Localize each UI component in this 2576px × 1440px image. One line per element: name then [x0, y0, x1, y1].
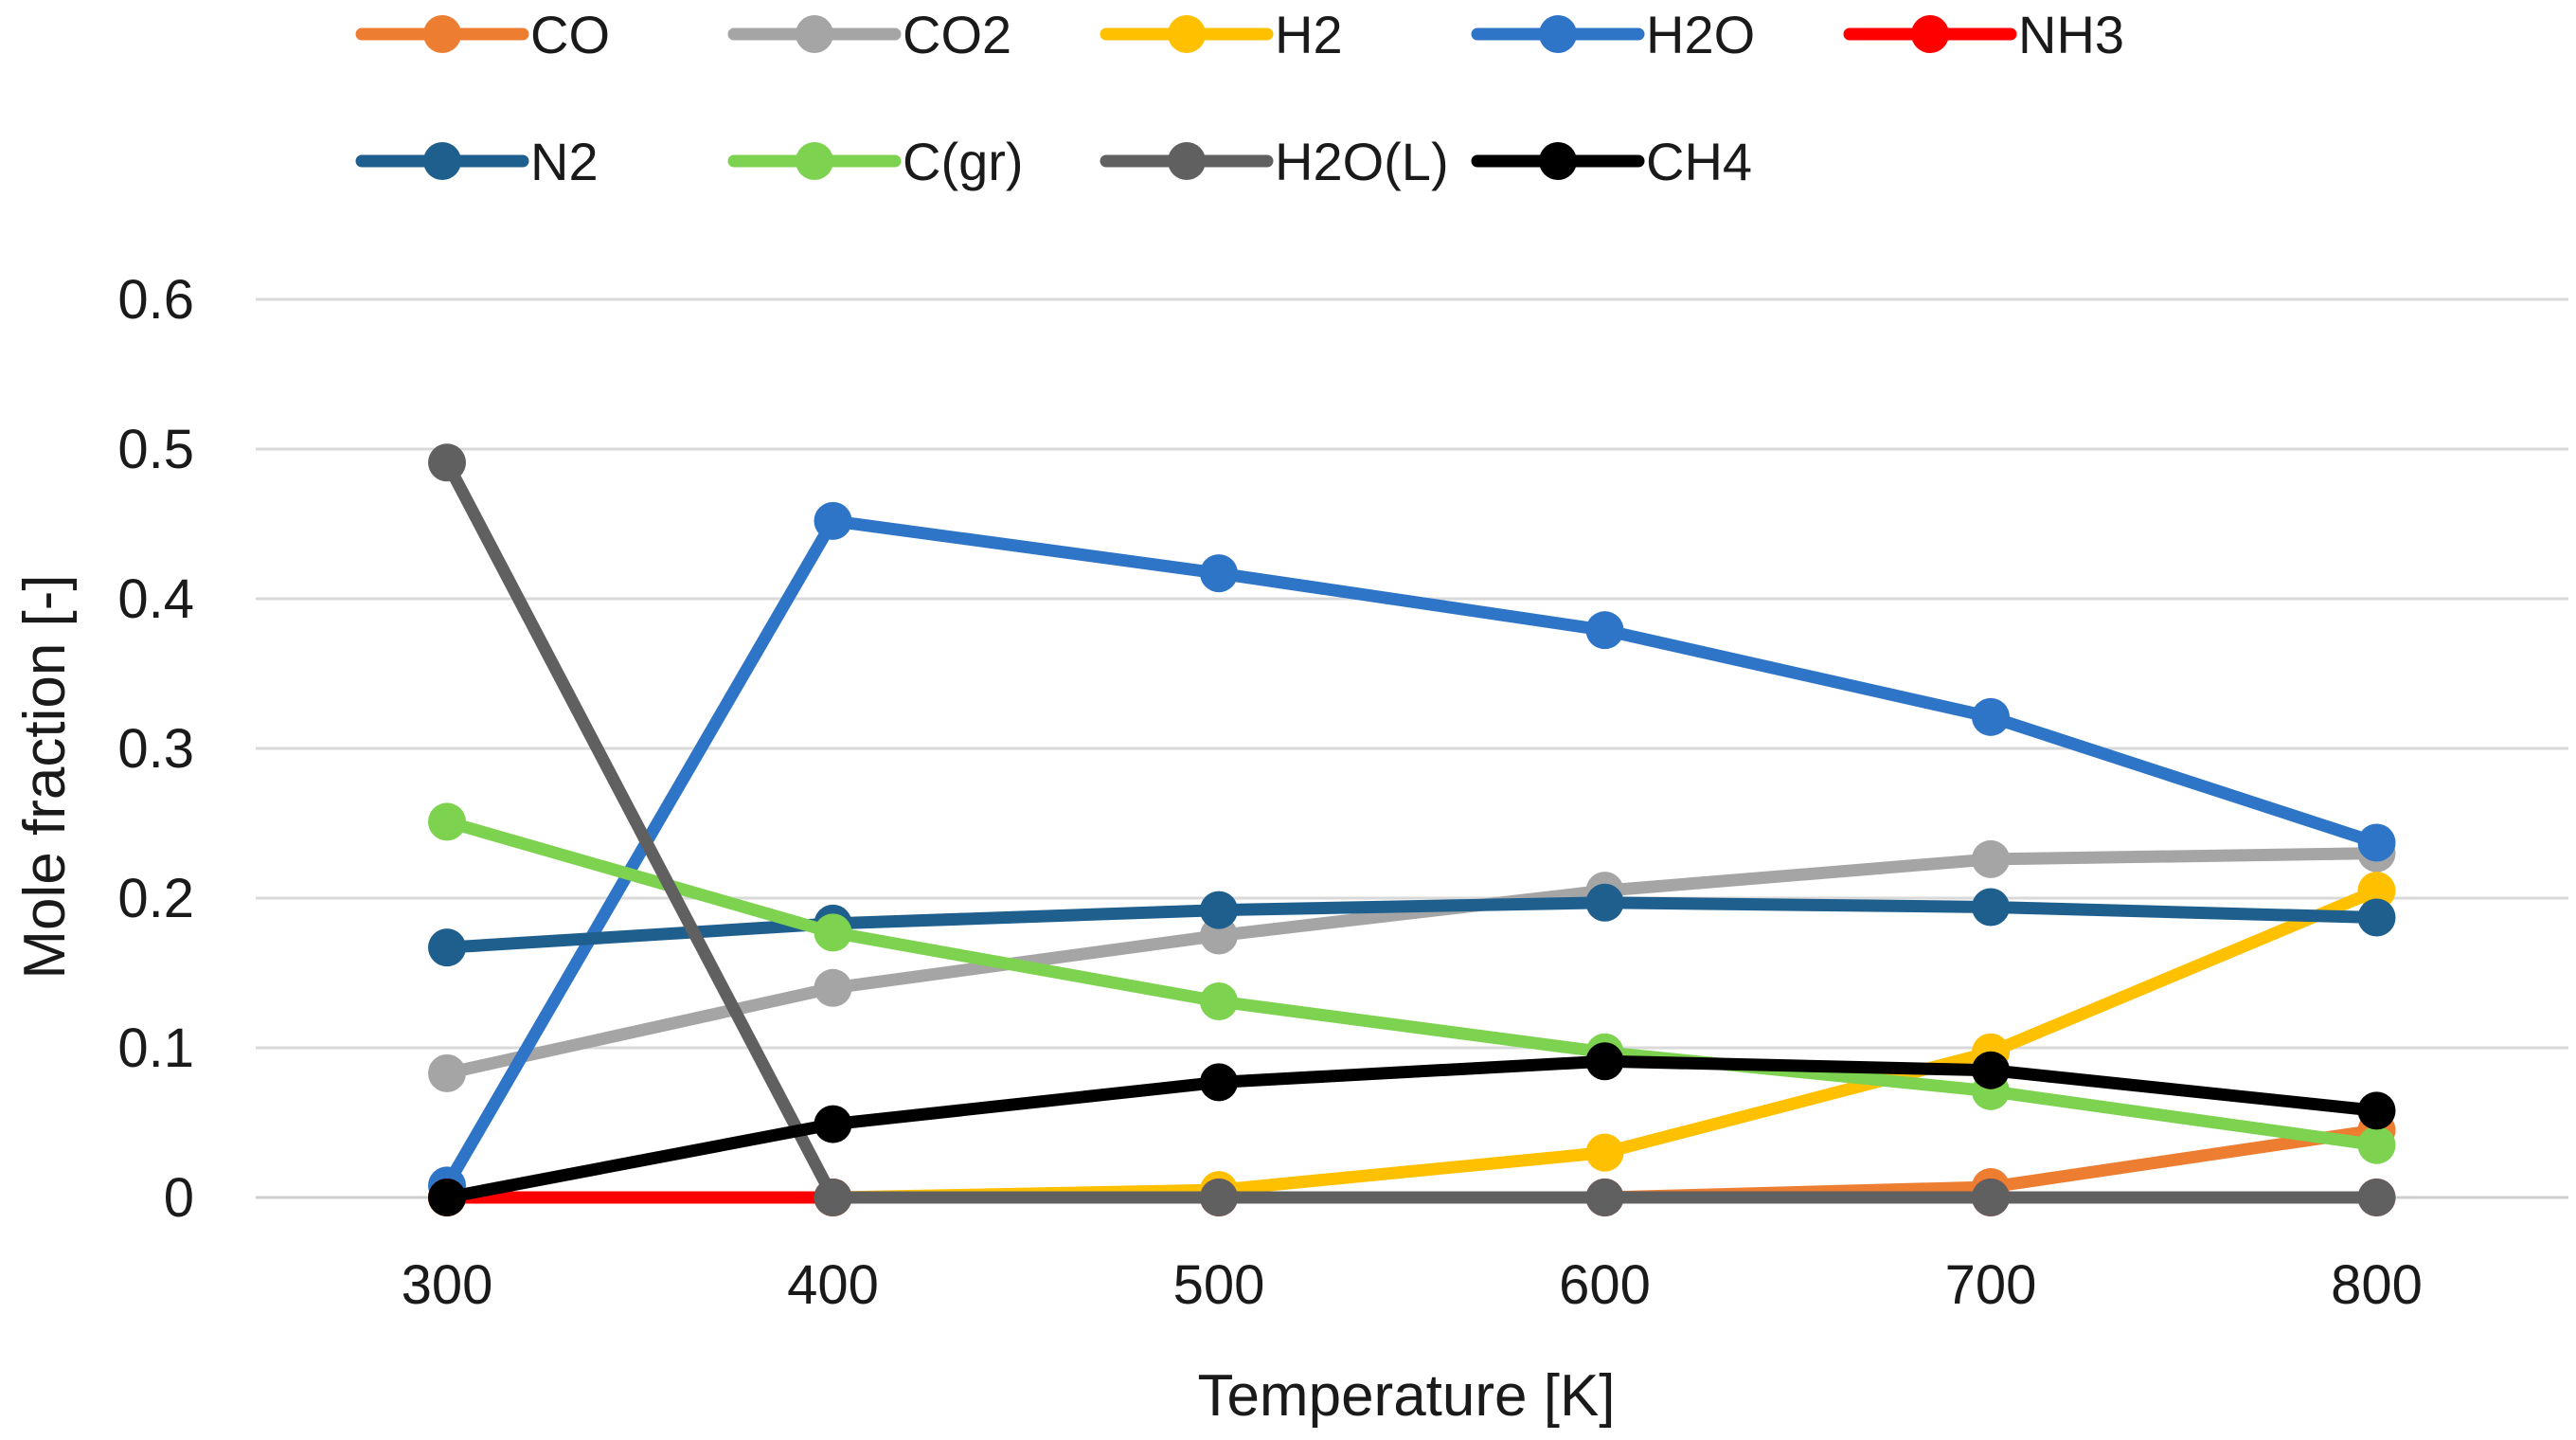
data-point — [1972, 697, 2010, 736]
data-point — [1200, 982, 1238, 1021]
data-point — [428, 802, 466, 841]
legend-swatch-marker — [1539, 142, 1577, 180]
legend-swatch-marker — [423, 142, 461, 180]
y-tick-label: 0.2 — [117, 868, 194, 929]
data-point — [814, 1179, 852, 1216]
series-line — [440, 456, 2383, 1204]
data-point — [1200, 554, 1238, 593]
y-tick-label: 0.3 — [117, 718, 194, 780]
data-point — [1585, 883, 1624, 922]
legend-item: CH4 — [1471, 132, 1752, 191]
data-point — [1972, 888, 2010, 927]
data-point — [428, 928, 466, 967]
y-tick-label: 0.5 — [117, 419, 194, 480]
data-point — [1585, 611, 1624, 650]
x-tick-label: 400 — [787, 1254, 879, 1316]
series-line — [440, 1054, 2383, 1204]
y-tick-label: 0.6 — [117, 269, 194, 331]
data-point — [2357, 1125, 2396, 1164]
legend-label: H2O — [1646, 5, 1755, 64]
legend-item: NH3 — [1843, 5, 2124, 64]
data-point — [428, 1179, 466, 1216]
data-point — [2357, 898, 2396, 937]
legend-item: H2 — [1100, 5, 1343, 64]
legend-label: C(gr) — [903, 132, 1024, 191]
data-point — [1972, 1179, 2010, 1216]
legend: CO CO2 H2 H2O NH3 N2 C(gr) H2O(L) CH4 — [355, 5, 2124, 191]
series-line — [440, 896, 2383, 954]
series-ch4 — [428, 1042, 2396, 1216]
data-point — [814, 968, 852, 1007]
legend-item: N2 — [355, 132, 599, 191]
legend-item: H2O — [1471, 5, 1755, 64]
legend-label: H2O(L) — [1275, 132, 1449, 191]
y-tick-label: 0.4 — [117, 568, 194, 630]
legend-item: CO — [355, 5, 610, 64]
y-axis-title: Mole fraction [-] — [12, 574, 78, 979]
data-point — [1200, 1063, 1238, 1102]
legend-item: C(gr) — [727, 132, 1024, 191]
legend-swatch-marker — [796, 15, 833, 53]
series-n2 — [428, 883, 2396, 967]
legend-label: CO — [530, 5, 610, 64]
y-axis-ticks: 0 0.1 0.2 0.3 0.4 0.5 0.6 — [117, 269, 194, 1229]
legend-label: NH3 — [2018, 5, 2124, 64]
data-point — [1972, 1051, 2010, 1089]
data-point — [814, 501, 852, 540]
data-point — [2357, 823, 2396, 862]
data-point — [1200, 1179, 1238, 1216]
series-lines — [428, 443, 2396, 1216]
data-point — [428, 1053, 466, 1092]
legend-label: H2 — [1275, 5, 1343, 64]
legend-swatch-marker — [1539, 15, 1577, 53]
data-point — [2357, 1179, 2396, 1216]
data-point — [428, 443, 466, 482]
data-point — [1585, 1133, 1624, 1172]
data-point — [1972, 839, 2010, 878]
data-point — [1585, 1179, 1624, 1216]
series-h2o — [428, 501, 2396, 1205]
data-point — [1200, 891, 1238, 929]
legend-label: CO2 — [903, 5, 1011, 64]
x-axis-title: Temperature [K] — [1197, 1363, 1615, 1429]
legend-swatch-marker — [423, 15, 461, 53]
data-point — [2357, 1091, 2396, 1130]
x-axis-ticks: 300 400 500 600 700 800 — [402, 1254, 2423, 1316]
x-tick-label: 300 — [402, 1254, 493, 1316]
series-line — [440, 847, 2383, 1080]
legend-label: N2 — [530, 132, 599, 191]
x-tick-label: 500 — [1173, 1254, 1265, 1316]
series-line — [440, 815, 2383, 1152]
x-tick-label: 600 — [1559, 1254, 1651, 1316]
legend-item: H2O(L) — [1100, 132, 1449, 191]
y-tick-label: 0 — [164, 1167, 194, 1229]
data-point — [814, 913, 852, 952]
series-co2 — [428, 834, 2396, 1092]
y-tick-label: 0.1 — [117, 1017, 194, 1079]
data-point — [814, 1105, 852, 1143]
legend-swatch-marker — [1168, 142, 1206, 180]
data-point — [1585, 1042, 1624, 1081]
data-point — [2357, 872, 2396, 910]
x-tick-label: 800 — [2331, 1254, 2423, 1316]
series-line — [440, 884, 2383, 1204]
x-tick-label: 700 — [1945, 1254, 2037, 1316]
legend-swatch-marker — [1911, 15, 1949, 53]
legend-swatch-marker — [1168, 15, 1206, 53]
series-line — [440, 514, 2383, 1192]
legend-label: CH4 — [1646, 132, 1752, 191]
series-h2o-l- — [428, 443, 2396, 1216]
legend-swatch-marker — [796, 142, 833, 180]
legend-item: CO2 — [727, 5, 1011, 64]
